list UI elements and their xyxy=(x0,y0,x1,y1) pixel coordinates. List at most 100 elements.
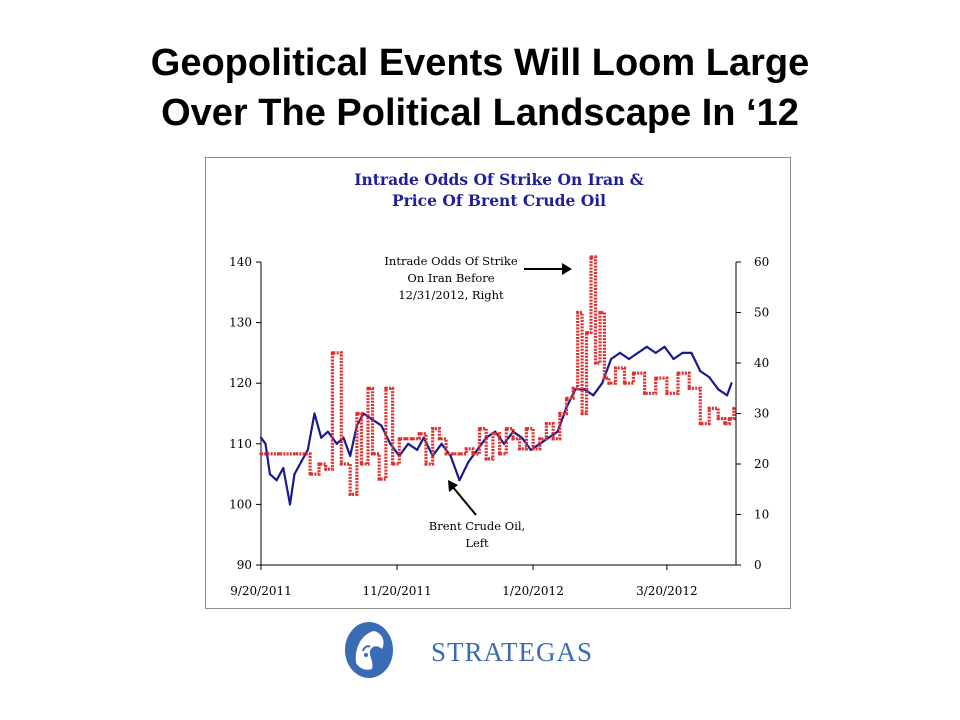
annotation-intrade-line-3: 12/31/2012, Right xyxy=(398,288,504,302)
data-point-brent xyxy=(476,448,479,451)
data-point-intrade xyxy=(622,381,627,385)
data-point-brent xyxy=(275,479,278,482)
data-point-brent xyxy=(708,376,711,379)
data-point-brent xyxy=(627,357,631,361)
data-point-intrade xyxy=(687,386,691,390)
data-point-brent xyxy=(681,351,684,354)
data-point-intrade xyxy=(437,437,442,441)
data-point-intrade xyxy=(676,371,680,375)
annotation-brent-line-1: Brent Crude Oil, xyxy=(429,519,525,533)
data-point-intrade xyxy=(444,452,448,456)
data-point-intrade xyxy=(384,386,388,390)
left-axis-tick-label: 100 xyxy=(229,497,252,511)
data-point-brent xyxy=(672,357,675,361)
data-point-intrade xyxy=(348,492,352,496)
data-point-intrade xyxy=(464,447,468,451)
data-point-intrade xyxy=(642,391,647,395)
data-point-intrade xyxy=(654,376,658,380)
x-axis-tick-label: 3/20/2012 xyxy=(636,584,698,598)
axes: 90 100 110 120 130 140 0 10 20 30 40 50 60 9/20/2011 1… xyxy=(229,255,769,598)
data-point-intrade xyxy=(631,371,636,375)
series-brent-crude xyxy=(259,345,733,506)
data-point-brent xyxy=(389,442,392,445)
data-point-intrade xyxy=(558,411,562,416)
data-point-brent xyxy=(282,466,285,470)
x-axis-tick-label: 1/20/2012 xyxy=(502,584,564,598)
slide-title: Geopolitical Events Will Loom Large Over… xyxy=(0,38,960,138)
data-point-intrade xyxy=(707,406,711,411)
data-point-brent xyxy=(592,394,595,397)
data-point-brent xyxy=(335,442,338,445)
data-point-intrade xyxy=(484,457,488,461)
data-point-intrade xyxy=(665,391,669,395)
data-point-intrade xyxy=(451,452,455,456)
data-point-intrade xyxy=(613,366,618,370)
data-point-brent xyxy=(416,448,419,451)
data-point-intrade xyxy=(457,452,462,456)
chart-canvas: Intrade Odds Of Strike On Iran & Price O… xyxy=(229,170,769,598)
data-point-brent xyxy=(422,436,425,439)
right-axis-tick-label: 30 xyxy=(754,407,769,421)
data-point-intrade xyxy=(404,437,408,441)
series-intrade-odds xyxy=(259,255,736,496)
data-point-intrade xyxy=(477,427,482,431)
data-point-intrade xyxy=(571,386,575,390)
left-axis-tick-label: 140 xyxy=(229,255,252,269)
data-point-intrade xyxy=(377,477,381,481)
data-point-intrade xyxy=(471,452,475,456)
data-point-intrade xyxy=(308,472,312,476)
data-point-brent xyxy=(440,442,443,445)
data-point-intrade xyxy=(531,447,535,451)
data-point-brent xyxy=(326,430,330,433)
left-axis-tick-label: 130 xyxy=(229,316,252,330)
data-point-intrade xyxy=(538,437,542,441)
right-axis-tick-label: 40 xyxy=(754,356,769,370)
data-point-brent xyxy=(610,357,613,361)
left-axis-tick-label: 110 xyxy=(229,437,252,451)
slide-title-line-1: Geopolitical Events Will Loom Large xyxy=(150,42,810,84)
strategas-logo: STRATEGAS xyxy=(336,615,592,685)
data-point-brent xyxy=(583,388,586,391)
right-axis-tick-label: 0 xyxy=(754,558,762,572)
data-point-intrade xyxy=(359,462,363,466)
chart-title-line-1: Intrade Odds Of Strike On Iran & xyxy=(354,170,644,189)
data-point-brent xyxy=(690,351,693,354)
data-point-intrade xyxy=(593,361,598,365)
data-point-intrade xyxy=(580,411,584,416)
data-point-brent xyxy=(349,454,352,458)
logo-wordmark: STRATEGAS xyxy=(431,637,594,667)
slide-title-line-2: Over The Political Landscape In ‘12 xyxy=(161,92,799,134)
data-point-intrade xyxy=(607,381,611,385)
data-point-intrade xyxy=(295,452,299,456)
data-point-intrade xyxy=(397,437,401,441)
data-point-brent xyxy=(268,473,272,476)
data-point-intrade xyxy=(576,310,580,315)
data-point-intrade xyxy=(589,255,593,259)
left-axis-tick-label: 120 xyxy=(229,376,252,390)
data-point-intrade xyxy=(732,406,736,411)
data-point-intrade xyxy=(727,416,731,421)
data-point-brent xyxy=(458,479,461,482)
data-point-brent xyxy=(259,436,263,439)
data-point-intrade xyxy=(277,452,281,456)
annotation-intrade-arrow xyxy=(524,263,572,275)
data-point-intrade xyxy=(424,462,428,466)
data-point-intrade xyxy=(716,416,720,421)
data-point-intrade xyxy=(324,467,328,471)
data-point-intrade xyxy=(491,432,495,436)
data-point-brent xyxy=(636,351,639,354)
data-point-brent xyxy=(342,436,345,439)
data-point-intrade xyxy=(411,437,415,441)
data-point-brent xyxy=(529,448,532,451)
data-point-brent xyxy=(293,473,296,476)
data-point-brent xyxy=(663,345,666,348)
annotation-brent-arrow xyxy=(448,480,477,516)
data-point-intrade xyxy=(498,452,502,456)
data-point-intrade xyxy=(698,422,702,426)
data-point-brent xyxy=(407,442,410,445)
data-point-brent xyxy=(313,412,316,415)
data-point-intrade xyxy=(390,462,395,466)
right-axis-tick-label: 60 xyxy=(754,255,769,269)
data-point-brent xyxy=(320,436,323,439)
data-point-brent xyxy=(288,503,292,506)
